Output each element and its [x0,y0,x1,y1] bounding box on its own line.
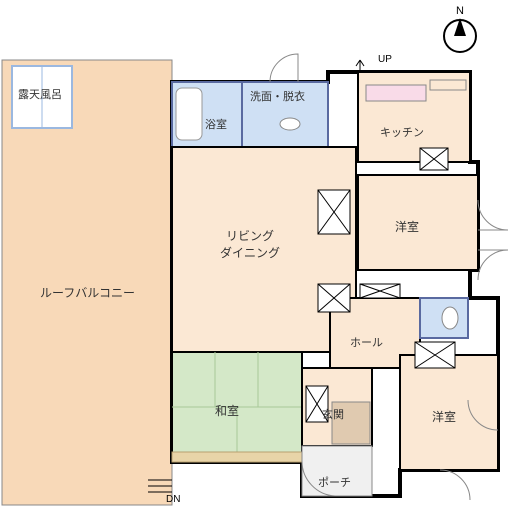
rotenburo-label: 露天風呂 [18,86,62,102]
compass-icon: N [444,5,476,52]
bath-label: 浴室 [205,116,227,132]
porch-label: ポーチ [318,474,351,490]
youshitsu2-label: 洋室 [432,408,456,425]
hall-label: ホール [350,334,383,350]
up-label: UP [378,54,392,65]
bathtub [176,88,202,140]
dn-label: DN [166,494,180,505]
toilet-icon [442,307,458,329]
genkan-label: 玄関 [322,406,344,422]
senmen-label: 洗面・脱衣 [250,88,305,104]
sink-icon [280,118,300,130]
roof-balcony-label: ルーフバルコニー [40,284,135,301]
compass-label: N [456,5,464,17]
kitchen-label: キッチン [380,124,424,140]
washitsu-label: 和室 [215,402,239,419]
youshitsu1-label: 洋室 [395,218,419,235]
kitchen-counter [366,85,426,101]
living-label: リビング ダイニング [220,228,280,262]
